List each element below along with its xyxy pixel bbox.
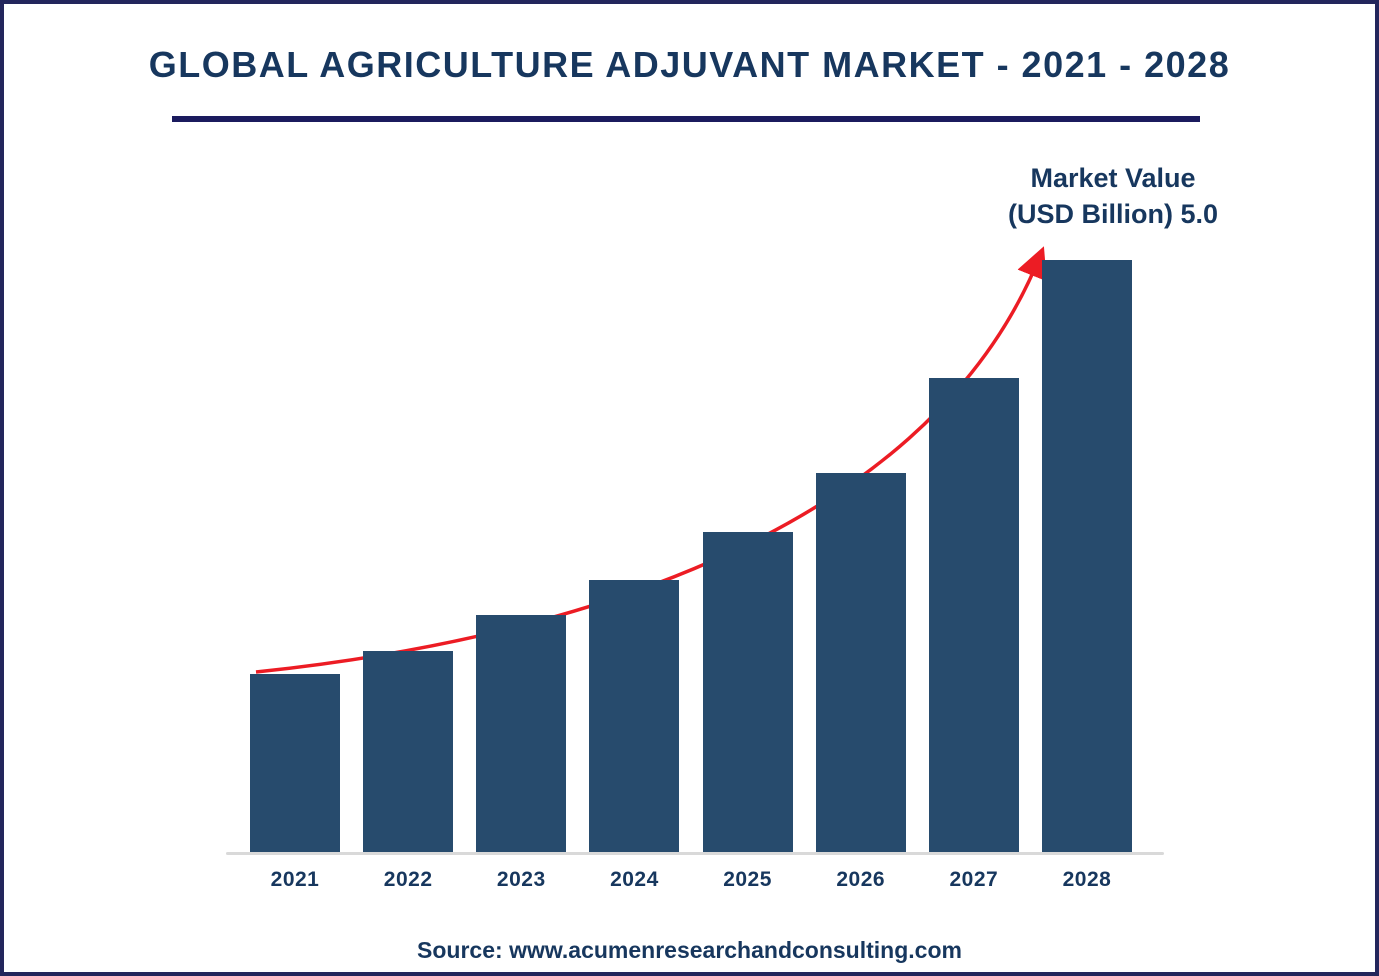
bar-2027: [928, 378, 1019, 852]
x-tick-label: 2022: [383, 868, 433, 891]
bar-column: 2028: [1041, 260, 1132, 891]
x-tick-label: 2027: [949, 868, 999, 891]
bar-column: 2022: [363, 260, 454, 891]
annotation-line1: Market Value: [1030, 163, 1196, 193]
market-value-annotation: Market Value (USD Billion) 5.0: [948, 160, 1278, 233]
bar-column: 2024: [589, 260, 680, 891]
x-tick-label: 2025: [723, 868, 772, 891]
x-tick-label: 2024: [610, 868, 659, 891]
chart-title: GLOBAL AGRICULTURE ADJUVANT MARKET - 202…: [148, 44, 1231, 85]
x-tick-label: 2023: [496, 868, 546, 891]
x-tick-label: 2028: [1062, 868, 1112, 891]
source-text: Source: www.acumenresearchandconsulting.…: [417, 937, 962, 963]
bar-column: 2026: [815, 260, 906, 891]
bar-column: 2027: [928, 260, 1019, 891]
bar-2023: [476, 615, 567, 852]
bar-2022: [363, 650, 454, 852]
bar-2024: [589, 579, 680, 852]
bar-2025: [702, 532, 793, 852]
x-tick-label: 2021: [270, 868, 320, 891]
title-underline: [172, 116, 1200, 122]
bar-column: 2021: [250, 260, 340, 891]
bar-2028: [1041, 260, 1132, 852]
bar-2026: [815, 473, 906, 852]
x-axis-baseline: [226, 852, 1164, 855]
plot-area: 2021 2022 2023 2024 2025 2026 2027 2028: [250, 260, 1132, 891]
bar-2021: [250, 674, 340, 852]
bar-column: 2023: [476, 260, 567, 891]
x-tick-label: 2026: [836, 868, 886, 891]
annotation-line2: (USD Billion) 5.0: [1007, 199, 1218, 230]
bar-column: 2025: [702, 260, 793, 891]
